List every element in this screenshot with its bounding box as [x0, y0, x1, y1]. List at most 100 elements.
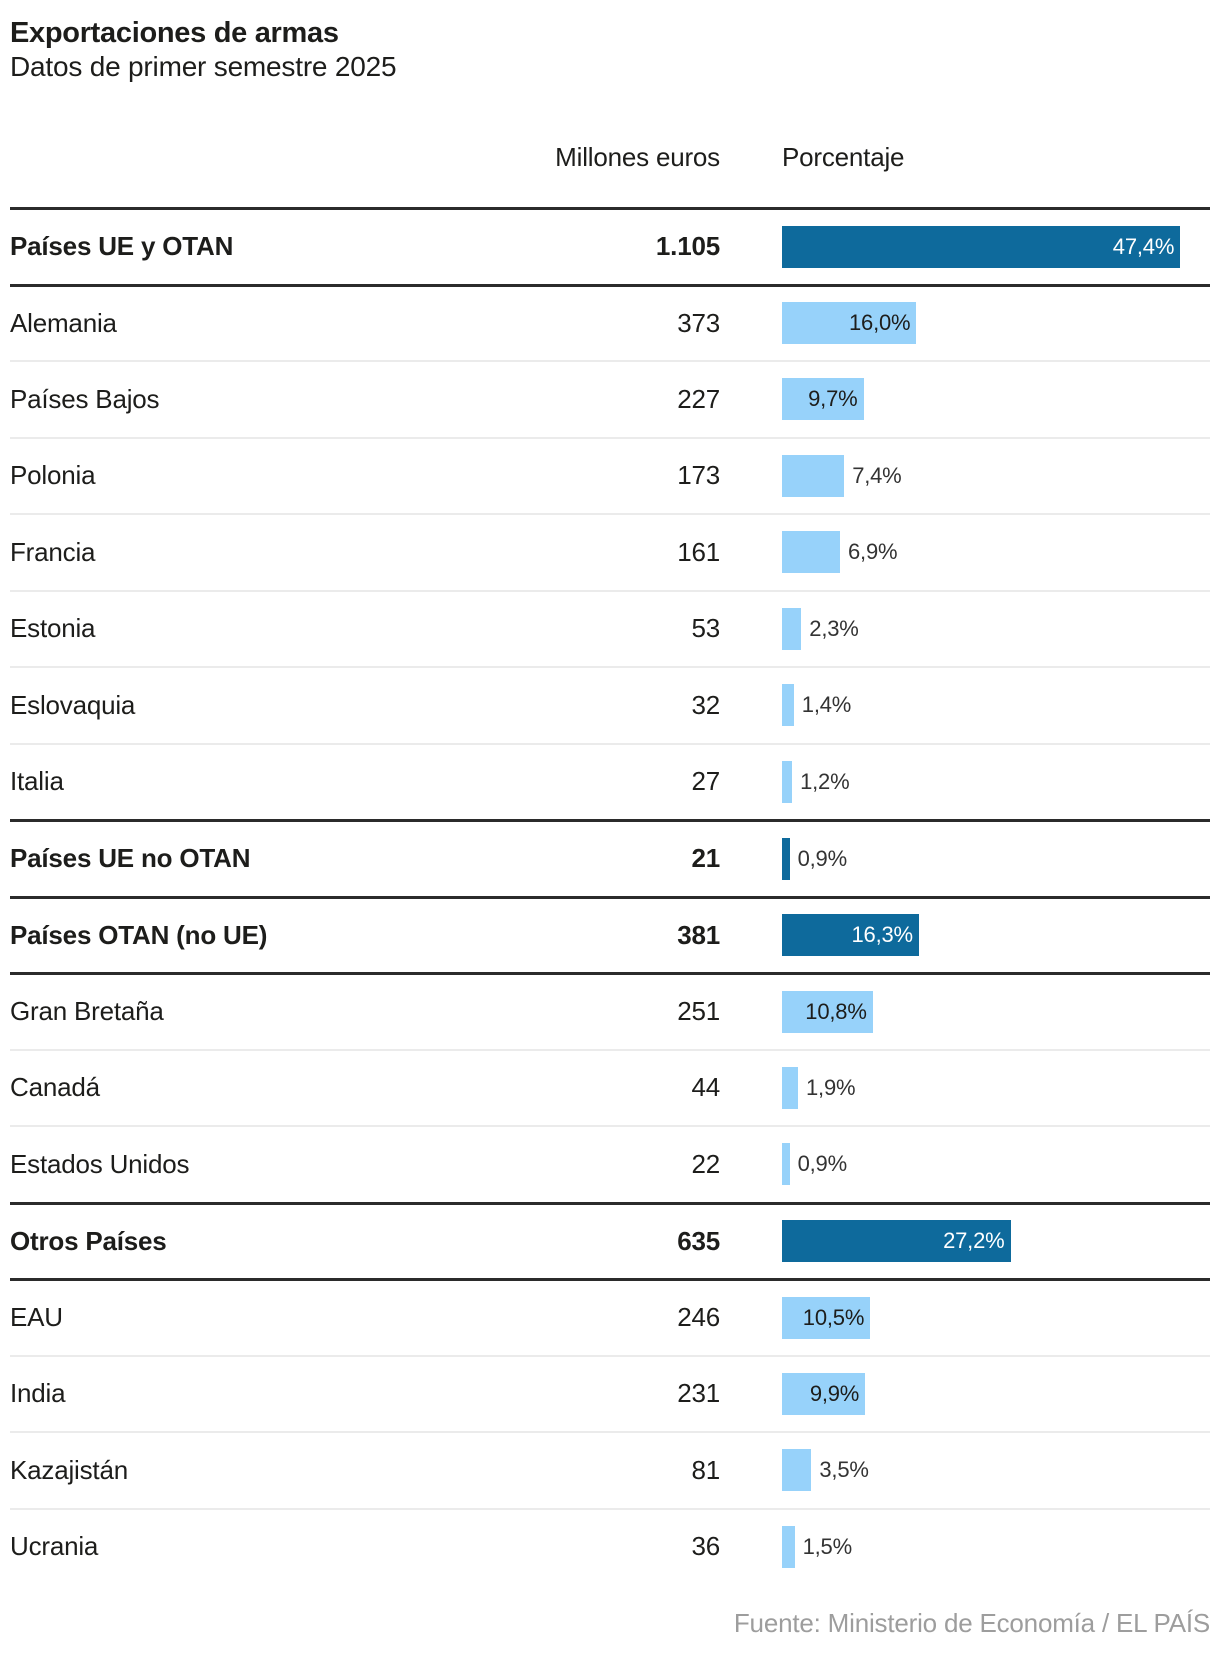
- bar-cell: 16,0%: [782, 302, 1210, 345]
- percent-bar: [782, 684, 794, 727]
- percent-bar: 10,8%: [782, 990, 873, 1033]
- column-headers: Millones euros Porcentaje: [10, 140, 1210, 174]
- percent-bar: 47,4%: [782, 225, 1181, 268]
- row-label: Países UE y OTAN: [10, 231, 234, 262]
- percent-bar: 16,0%: [782, 302, 917, 345]
- table-row: Francia 161 6,9%: [10, 513, 1210, 590]
- table-row: EAU 246 10,5%: [10, 1278, 1210, 1355]
- row-value-millones: 44: [691, 1072, 720, 1103]
- bar-cell: 6,9%: [782, 531, 1210, 574]
- chart-subtitle: Datos de primer semestre 2025: [10, 51, 397, 82]
- row-label: Ucrania: [10, 1531, 99, 1562]
- percent-label: 6,9%: [848, 539, 898, 565]
- percent-bar: 9,7%: [782, 378, 864, 421]
- row-value-millones: 381: [677, 919, 720, 950]
- row-label: Estados Unidos: [10, 1148, 190, 1179]
- percent-label: 1,4%: [801, 692, 852, 718]
- percent-label: 3,5%: [819, 1457, 869, 1483]
- row-label: Canadá: [10, 1072, 100, 1103]
- table-row: Kazajistán 81 3,5%: [10, 1431, 1210, 1508]
- table-row: Alemania 373 16,0%: [10, 283, 1210, 361]
- row-value-millones: 27: [691, 766, 720, 797]
- row-value-millones: 21: [691, 843, 720, 874]
- row-value-millones: 22: [691, 1148, 720, 1179]
- bar-cell: 2,3%: [782, 607, 1210, 650]
- row-value-millones: 246: [677, 1302, 720, 1333]
- row-value-millones: 36: [691, 1531, 720, 1562]
- table-row: Ucrania 36 1,5%: [10, 1507, 1210, 1585]
- bar-cell: 1,5%: [782, 1525, 1210, 1568]
- percent-bar: [782, 1449, 812, 1492]
- percent-label: 16,0%: [849, 310, 911, 336]
- row-value-millones: 1.105: [655, 231, 720, 262]
- row-value-millones: 32: [691, 689, 720, 720]
- percent-bar: [782, 531, 840, 574]
- percent-bar: 10,5%: [782, 1296, 871, 1339]
- table-row: Italia 27 1,2%: [10, 742, 1210, 820]
- table-row: Gran Bretaña 251 10,8%: [10, 972, 1210, 1049]
- percent-label: 0,9%: [797, 845, 848, 871]
- percent-label: 1,9%: [806, 1074, 856, 1100]
- row-value-millones: 173: [677, 460, 720, 491]
- table-row: Canadá 44 1,9%: [10, 1048, 1210, 1126]
- row-label: Países UE no OTAN: [10, 843, 251, 874]
- percent-label: 1,2%: [800, 768, 850, 794]
- column-header-millones-euros: Millones euros: [555, 142, 720, 172]
- table-row-section: Países UE no OTAN 21 0,9%: [10, 819, 1210, 896]
- bar-cell: 10,8%: [782, 990, 1210, 1033]
- percent-label: 16,3%: [851, 922, 914, 948]
- table-row: Países Bajos 227 9,7%: [10, 360, 1210, 437]
- percent-label: 2,3%: [809, 615, 859, 641]
- row-label: Gran Bretaña: [10, 996, 164, 1027]
- percent-bar: [782, 607, 802, 650]
- percent-bar: 9,9%: [782, 1372, 866, 1415]
- table-row-section: Países UE y OTAN 1.105 47,4%: [10, 207, 1210, 284]
- percent-label: 7,4%: [852, 462, 902, 488]
- bar-cell: 9,7%: [782, 378, 1210, 421]
- table-row: Polonia 173 7,4%: [10, 436, 1210, 514]
- table-row-section: Países OTAN (no UE) 381 16,3%: [10, 895, 1210, 973]
- row-label: Kazajistán: [10, 1454, 128, 1485]
- row-value-millones: 373: [677, 307, 720, 338]
- bar-cell: 27,2%: [782, 1220, 1210, 1263]
- percent-bar: [782, 1066, 798, 1109]
- percent-label: 27,2%: [943, 1228, 1005, 1254]
- percent-bar: 16,3%: [782, 914, 919, 957]
- table-row-section: Otros Países 635 27,2%: [10, 1201, 1210, 1279]
- bar-cell: 0,9%: [782, 1143, 1210, 1186]
- bar-cell: 7,4%: [782, 454, 1210, 497]
- percent-bar: [782, 760, 793, 803]
- row-label: Países Bajos: [10, 383, 160, 414]
- percent-bar: [782, 837, 790, 880]
- bar-cell: 3,5%: [782, 1449, 1210, 1492]
- row-label: Alemania: [10, 307, 117, 338]
- percent-bar: [782, 454, 845, 497]
- row-label: Polonia: [10, 460, 96, 491]
- percent-label: 1,5%: [802, 1533, 853, 1559]
- row-value-millones: 635: [677, 1225, 720, 1256]
- row-label: Francia: [10, 536, 96, 567]
- percent-label: 10,5%: [802, 1304, 865, 1330]
- row-label: Eslovaquia: [10, 689, 136, 720]
- row-label: Italia: [10, 766, 64, 797]
- row-value-millones: 53: [691, 613, 720, 644]
- percent-label: 9,7%: [808, 386, 858, 412]
- table-row: Estados Unidos 22 0,9%: [10, 1125, 1210, 1202]
- bar-cell: 1,2%: [782, 760, 1210, 803]
- bar-cell: 1,4%: [782, 684, 1210, 727]
- table-row: Estonia 53 2,3%: [10, 589, 1210, 667]
- percent-label: 0,9%: [797, 1151, 848, 1177]
- source-credit: Fuente: Ministerio de Economía / EL PAÍS: [733, 1608, 1210, 1638]
- percent-bar: [782, 1143, 790, 1186]
- percent-label: 9,9%: [809, 1380, 860, 1406]
- chart-title: Exportaciones de armas: [10, 17, 339, 49]
- row-value-millones: 231: [677, 1378, 720, 1409]
- data-table: Países UE y OTAN 1.105 47,4% Alemania 373 16,…: [10, 207, 1210, 1584]
- percent-bar: 27,2%: [782, 1220, 1011, 1263]
- percent-label: 47,4%: [1112, 233, 1175, 259]
- row-label: Estonia: [10, 613, 96, 644]
- bar-cell: 0,9%: [782, 837, 1210, 880]
- bar-cell: 1,9%: [782, 1066, 1210, 1109]
- bar-cell: 16,3%: [782, 914, 1210, 957]
